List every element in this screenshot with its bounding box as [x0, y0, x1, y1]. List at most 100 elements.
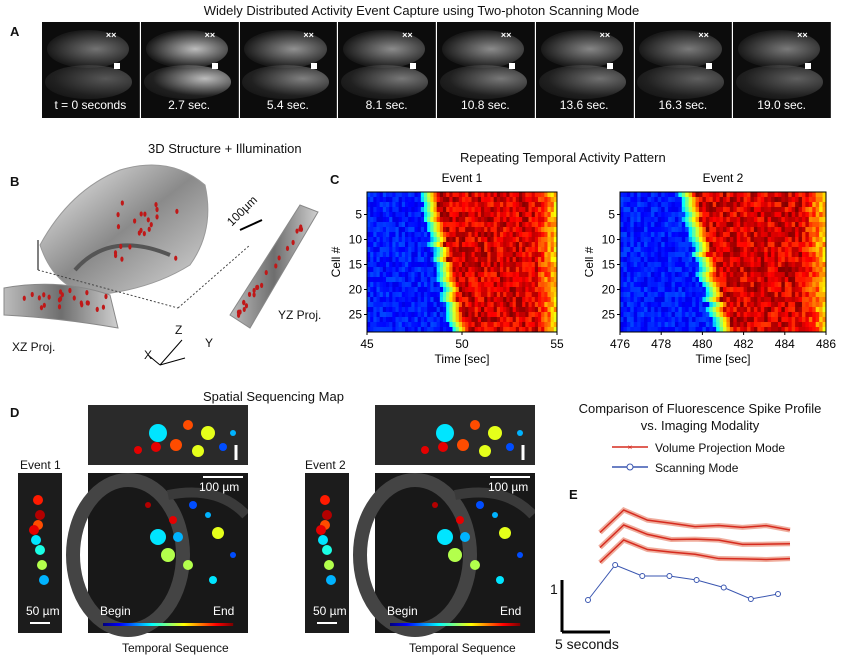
- heatmap-cell: [743, 222, 748, 228]
- heatmap-cell: [729, 282, 734, 288]
- heatmap-cell: [760, 247, 765, 253]
- heatmap-cell: [812, 307, 817, 313]
- heatmap-cell: [496, 257, 501, 263]
- heatmap-cell: [695, 267, 700, 273]
- heatmap-cell: [484, 202, 488, 208]
- heatmap-cell: [620, 217, 624, 223]
- tissue-lower: [44, 65, 132, 99]
- heatmap-cell: [705, 272, 710, 278]
- colorbar-segment: [212, 623, 214, 626]
- heatmap-cell: [729, 292, 734, 298]
- heatmap-cell: [801, 222, 806, 228]
- heatmap-cell: [398, 287, 403, 293]
- heatmap-cell: [370, 312, 374, 318]
- heatmap-cell: [370, 227, 374, 233]
- heatmap-cell: [439, 192, 444, 198]
- heatmap-cell: [534, 317, 539, 323]
- cell-dot: [39, 305, 44, 311]
- heatmap-cell: [487, 302, 491, 308]
- heatmap-cell: [471, 297, 476, 303]
- heatmap-cell: [678, 212, 683, 218]
- heatmap-cell: [650, 257, 655, 263]
- heatmap-cell: [661, 267, 666, 273]
- heatmap-cell: [398, 252, 403, 258]
- heatmap-cell: [726, 247, 731, 253]
- heatmap-cell: [408, 202, 412, 208]
- heatmap-cell: [812, 287, 817, 293]
- heatmap-cell: [392, 232, 396, 238]
- heatmap-cell: [500, 282, 504, 288]
- heatmap-cell: [519, 297, 523, 303]
- cell-dot: [242, 306, 246, 313]
- heatmap-cell: [819, 282, 824, 288]
- heatmap-cell: [427, 197, 431, 203]
- heatmap-cell: [671, 222, 676, 228]
- heatmap-cell: [503, 292, 507, 298]
- heatmap-cell: [446, 222, 450, 228]
- heatmap-cell: [784, 252, 789, 258]
- heatmap-cell: [760, 242, 765, 248]
- heatmap-cell: [733, 207, 738, 213]
- heatmap-cell: [771, 267, 775, 273]
- heatmap-cell: [767, 262, 772, 268]
- heatmap-cell: [462, 247, 466, 253]
- heatmap-cell: [630, 252, 635, 258]
- heatmap-cell: [503, 237, 507, 243]
- heatmap-cell: [626, 217, 631, 223]
- heatmap-cell: [712, 287, 717, 293]
- heatmap-cell: [681, 247, 686, 253]
- heatmap-cell: [506, 262, 510, 268]
- heatmap-cell: [417, 197, 422, 203]
- heatmap-cell: [408, 237, 412, 243]
- heatmap-cell: [681, 222, 686, 228]
- y-axis-label: Cell #: [330, 246, 343, 277]
- heatmap-cell: [436, 197, 441, 203]
- colorbar-segment: [473, 623, 475, 626]
- heatmap-cell: [661, 212, 666, 218]
- colorbar-segment: [479, 623, 481, 626]
- colorbar-segment: [116, 623, 118, 626]
- heatmap-cell: [481, 207, 485, 213]
- heatmap-cell: [550, 267, 555, 273]
- heatmap-cell: [760, 292, 765, 298]
- heatmap-cell: [630, 312, 635, 318]
- heatmap-cell: [541, 287, 545, 293]
- heatmap-cell: [644, 217, 648, 223]
- heatmap-cell: [386, 302, 390, 308]
- heatmap-cell: [630, 257, 635, 263]
- heatmap-cell: [808, 322, 813, 328]
- heatmap-cell: [509, 222, 514, 228]
- heatmap-cell: [541, 237, 545, 243]
- heatmap-cell: [462, 317, 466, 323]
- heatmap-cell: [750, 232, 755, 238]
- heatmap-cell: [553, 252, 558, 258]
- heatmap-cell: [531, 222, 536, 228]
- heatmap-cell: [433, 272, 438, 278]
- heatmap-cell: [500, 292, 504, 298]
- heatmap-cell: [644, 227, 648, 233]
- heatmap-cell: [681, 252, 686, 258]
- heatmap-cell: [474, 267, 479, 273]
- heatmap-cell: [633, 227, 638, 233]
- heatmap-cell: [726, 237, 731, 243]
- heatmap-cell: [373, 202, 377, 208]
- scanning-point: [639, 573, 646, 579]
- heatmap-cell: [395, 282, 400, 288]
- heatmap-cell: [815, 217, 820, 223]
- heatmap-cell: [550, 327, 555, 333]
- heatmap-cell: [462, 237, 466, 243]
- heatmap-cell: [777, 282, 782, 288]
- colorbar-segment: [398, 623, 400, 626]
- heatmap-cell: [774, 322, 779, 328]
- heatmap-cell: [798, 327, 803, 333]
- colorbar-segment: [503, 623, 505, 626]
- heatmap-cell: [657, 322, 662, 328]
- heatmap-cell: [376, 307, 381, 313]
- panel-b-label: B: [10, 174, 20, 189]
- heatmap-cell: [477, 302, 482, 308]
- tissue-lower: [637, 65, 725, 99]
- heatmap-cell: [373, 297, 377, 303]
- heatmap-cell: [623, 317, 628, 323]
- heatmap-cell: [509, 307, 514, 313]
- heatmap-cell: [446, 282, 450, 288]
